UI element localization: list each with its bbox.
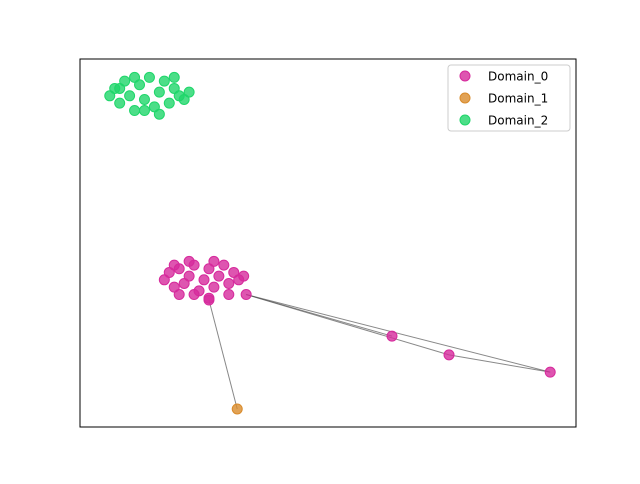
node: [158, 75, 170, 87]
legend-marker: [459, 114, 471, 126]
legend-marker: [459, 92, 471, 104]
legend: Domain_0 Domain_1 Domain_2: [447, 64, 571, 132]
node: [443, 349, 455, 361]
node: [198, 274, 210, 286]
node: [153, 86, 165, 98]
legend-label: Domain_2: [488, 114, 548, 128]
node: [223, 289, 235, 301]
node: [238, 270, 250, 282]
node: [231, 403, 243, 415]
node: [213, 270, 225, 282]
node: [114, 97, 126, 109]
edge: [208, 299, 238, 410]
node: [240, 289, 252, 301]
node: [183, 270, 195, 282]
legend-marker: [459, 70, 471, 82]
node: [188, 289, 200, 301]
node: [114, 82, 126, 94]
node: [208, 281, 220, 293]
edge: [246, 294, 551, 373]
legend-box: [447, 64, 571, 132]
node: [143, 71, 155, 83]
node: [173, 289, 185, 301]
node: [138, 105, 150, 117]
node: [163, 97, 175, 109]
node: [183, 86, 195, 98]
legend-label: Domain_1: [488, 92, 548, 106]
node: [208, 255, 220, 267]
node: [203, 294, 215, 306]
node: [168, 259, 180, 271]
node: [129, 105, 141, 117]
node: [544, 366, 556, 378]
node: [129, 71, 141, 83]
edges: [208, 294, 551, 410]
node: [386, 330, 398, 342]
node: [223, 277, 235, 289]
edge: [246, 294, 450, 356]
node: [218, 259, 230, 271]
node: [153, 108, 165, 120]
node: [138, 93, 150, 105]
node: [168, 71, 180, 83]
legend-label: Domain_0: [488, 70, 548, 84]
points: [104, 71, 556, 415]
edge: [448, 354, 551, 373]
node: [183, 255, 195, 267]
node: [124, 90, 136, 102]
plot-frame: [79, 58, 577, 428]
